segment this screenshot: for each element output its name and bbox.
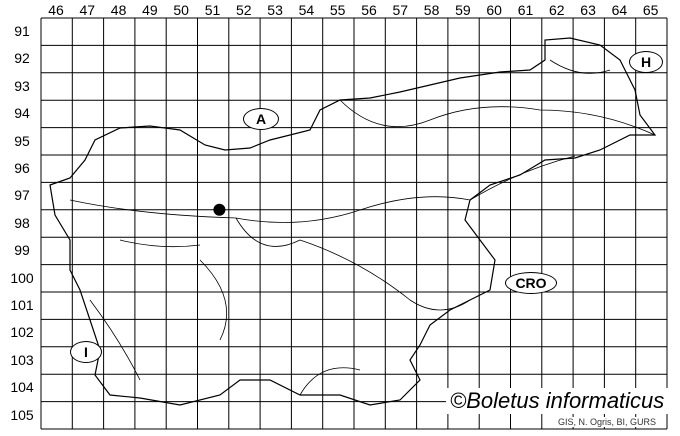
row-label: 95 xyxy=(14,132,30,149)
row-label: 92 xyxy=(14,50,30,67)
column-label: 46 xyxy=(48,2,64,18)
source-text: GIS, N. Ogris, BI, GURS xyxy=(556,417,659,427)
row-label: 102 xyxy=(10,324,34,341)
grid-lines xyxy=(40,17,668,430)
credit-text: ©Boletus informaticus xyxy=(446,388,669,414)
column-label: 52 xyxy=(236,2,252,18)
column-label: 57 xyxy=(392,2,409,18)
row-label: 96 xyxy=(14,160,30,176)
label-italy: I xyxy=(70,341,102,363)
column-label: 49 xyxy=(142,2,158,18)
column-label: 54 xyxy=(298,2,315,18)
river xyxy=(69,59,656,396)
column-label: 62 xyxy=(549,2,565,18)
row-label: 98 xyxy=(14,214,30,231)
occurrence-marker xyxy=(213,203,226,216)
column-label: 53 xyxy=(267,2,283,18)
row-label: 93 xyxy=(14,77,30,94)
column-label: 55 xyxy=(329,2,346,18)
column-label: 50 xyxy=(173,2,189,18)
row-label: 103 xyxy=(10,351,34,368)
column-label: 63 xyxy=(580,2,596,18)
column-label: 47 xyxy=(79,2,96,18)
label-croatia: CRO xyxy=(505,272,557,294)
column-label: 56 xyxy=(361,2,377,18)
column-label: 59 xyxy=(455,2,471,18)
row-label: 94 xyxy=(14,105,30,122)
column-label: 60 xyxy=(486,2,502,18)
label-hungary: H xyxy=(629,51,663,73)
column-label: 51 xyxy=(204,2,221,18)
column-label: 61 xyxy=(517,2,534,18)
country-border xyxy=(49,37,657,406)
label-austria: A xyxy=(243,108,279,130)
column-label: 64 xyxy=(611,2,628,18)
row-label: 105 xyxy=(10,406,34,423)
row-label: 99 xyxy=(14,242,30,259)
column-label: 48 xyxy=(110,2,127,18)
row-label: 104 xyxy=(10,379,34,396)
row-label: 97 xyxy=(14,187,30,204)
row-label: 101 xyxy=(10,297,34,313)
row-label: 91 xyxy=(14,23,30,39)
row-label: 100 xyxy=(10,269,34,286)
column-label: 65 xyxy=(642,2,659,18)
column-label: 58 xyxy=(423,2,440,18)
